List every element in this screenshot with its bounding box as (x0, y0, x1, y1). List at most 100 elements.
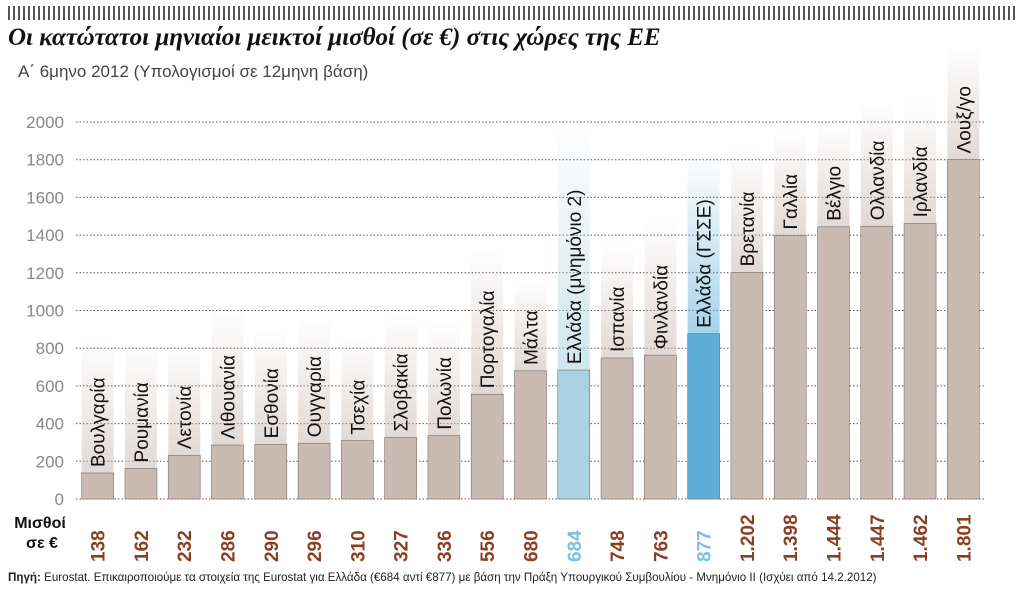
bar-label-backdrop (168, 340, 201, 456)
category-label: Λιθουανία (219, 355, 240, 439)
bar (167, 454, 201, 500)
bar-label-backdrop (81, 336, 114, 473)
bar-label-backdrop (254, 329, 287, 445)
bar-label-backdrop (471, 246, 504, 395)
bar-label-backdrop (341, 337, 374, 441)
bar (427, 435, 461, 500)
value-label: 877 (695, 530, 716, 562)
bar (211, 444, 244, 500)
bar-label-backdrop (298, 317, 331, 444)
y-tick-label: 1800 (26, 151, 64, 170)
y-tick-label: 1000 (26, 302, 64, 321)
bar-label-backdrop (601, 243, 634, 359)
bar-label-backdrop (427, 321, 460, 436)
value-label: 763 (651, 530, 672, 562)
bar (297, 442, 331, 500)
category-label: Ελλάδα (ΓΣΣΕ) (695, 199, 716, 328)
category-label: Πορτογαλία (478, 290, 499, 388)
bar (600, 357, 634, 500)
bar-label-backdrop (384, 311, 417, 438)
bar-label-backdrop (644, 218, 677, 356)
bar-label-backdrop (860, 100, 893, 227)
value-label: 286 (219, 530, 240, 562)
value-label: 680 (522, 530, 543, 562)
bar (557, 369, 591, 500)
category-label: Ρουμανία (132, 382, 153, 462)
bar (947, 159, 980, 500)
value-label: 327 (392, 530, 413, 562)
bar (254, 444, 288, 500)
bars-layer (81, 45, 980, 500)
bar (817, 226, 850, 500)
bar-label-backdrop (774, 132, 807, 236)
y-tick-label: 2000 (26, 113, 64, 132)
bar-label-backdrop (514, 278, 547, 371)
value-label: 1.398 (781, 514, 802, 562)
category-labels-layer: Βουλγαρία Ρουμανία Λετονία Λιθουανία Εσθονία… (89, 86, 976, 467)
bar-label-backdrop (904, 97, 937, 224)
category-label: Μάλτα (522, 310, 543, 365)
category-label: Λουξ/γο (954, 86, 975, 154)
value-label: 1.202 (738, 514, 759, 562)
bar (730, 272, 764, 500)
bar-label-backdrop (947, 45, 980, 160)
category-label: Ολλανδία (868, 140, 889, 220)
category-label: Σλοβακία (392, 353, 413, 431)
value-row-label-salaries: Μισθοί (14, 515, 66, 532)
category-label: Βέλγιο (825, 166, 846, 221)
category-label: Βρετανία (738, 192, 759, 267)
y-axis-ticks: 0 200 400 600 800 1000 1200 1400 1600 1800 2000 (26, 113, 64, 509)
bar (81, 472, 114, 500)
y-tick-label: 600 (36, 377, 64, 396)
bar (384, 437, 417, 500)
y-tick-label: 800 (36, 339, 64, 358)
y-tick-label: 1600 (26, 188, 64, 207)
category-label: Λετονία (175, 386, 196, 450)
chart-subtitle: Α΄ 6μηνο 2012 (Υπολογισμοί σε 12μηνη βάσ… (18, 62, 369, 81)
category-label: Βουλγαρία (89, 377, 110, 467)
bar-label-backdrop (730, 146, 763, 273)
category-label: Τσεχία (348, 380, 369, 435)
value-label: 748 (608, 530, 629, 562)
bar-label-backdrop (124, 342, 157, 469)
bar (470, 393, 504, 500)
value-label: 162 (132, 530, 153, 562)
y-tick-label: 200 (36, 452, 64, 471)
category-label: Εσθονία (262, 368, 283, 438)
value-row-label-euro: σε € (26, 535, 58, 552)
value-label: 684 (565, 530, 586, 562)
bar (644, 354, 677, 500)
source-label: Πηγή: (8, 571, 41, 584)
bar (687, 333, 720, 500)
value-labels-layer: 138 162 232 286 290 296 310 327 336 556 680 684 748 7… (89, 514, 976, 562)
category-label: Ουγγαρία (305, 356, 326, 437)
y-tick-label: 1400 (26, 226, 64, 245)
category-label: Ισπανία (608, 286, 629, 352)
value-label: 556 (478, 530, 499, 562)
value-label: 310 (348, 530, 369, 562)
value-label: 290 (262, 530, 283, 562)
value-label: 232 (175, 530, 196, 562)
source-note: Πηγή: Eurostat. Επικαιροποιούμε τα στοιχ… (8, 571, 877, 584)
value-label: 336 (435, 530, 456, 562)
bar (341, 440, 374, 500)
bar-label-backdrop (211, 308, 244, 446)
category-label: Φινλανδία (651, 265, 672, 349)
category-label: Πολωνία (435, 357, 456, 430)
category-label: Ελλάδα (μνημόνιο 2) (565, 190, 586, 365)
value-label: 1.447 (868, 514, 889, 562)
category-label: Γαλλία (781, 174, 802, 230)
value-label: 1.444 (825, 514, 846, 562)
value-label: 296 (305, 530, 326, 562)
y-tick-label: 400 (36, 415, 64, 434)
bar (860, 225, 894, 500)
value-label: 1.801 (954, 514, 975, 562)
bar (124, 468, 158, 500)
value-label: 1.462 (911, 514, 932, 562)
bar (514, 370, 547, 500)
bar-label-backdrop (557, 121, 590, 371)
bar-label-backdrop (817, 123, 850, 227)
header-hatch-decoration (8, 6, 1018, 20)
bar (773, 235, 807, 500)
